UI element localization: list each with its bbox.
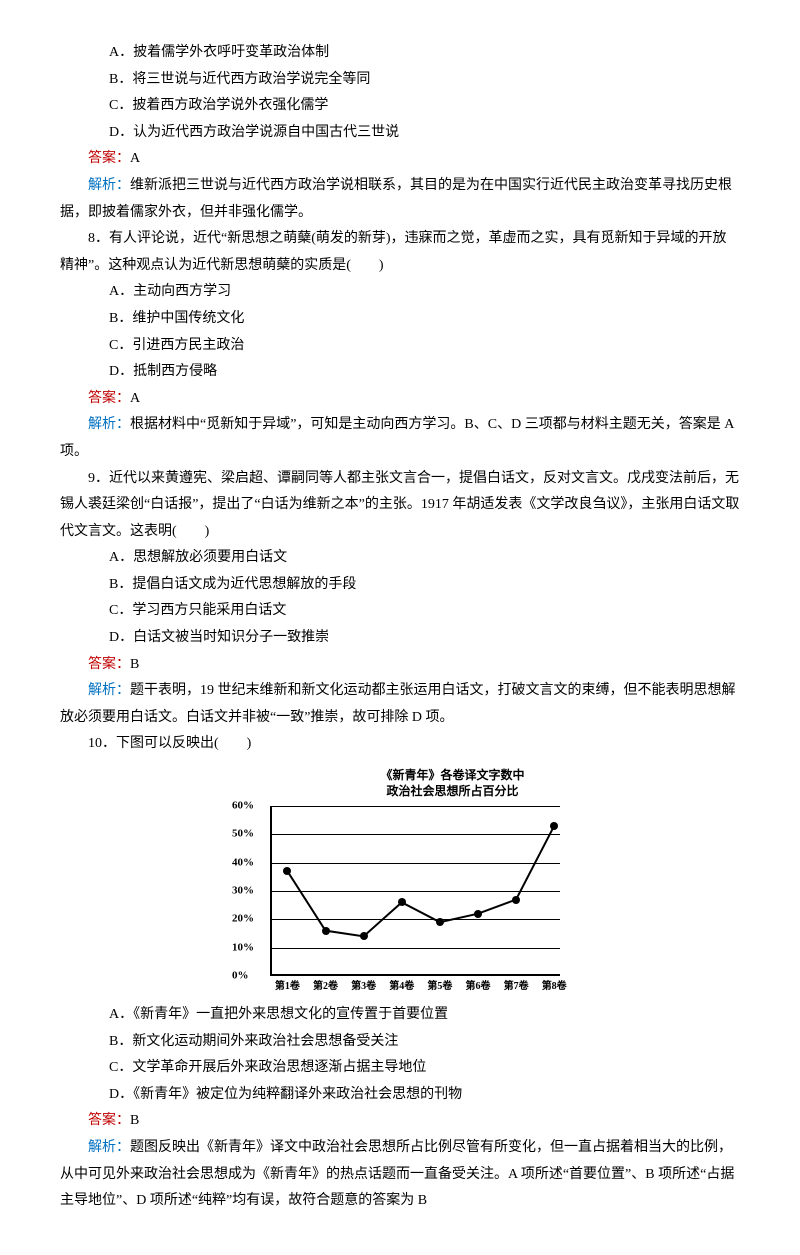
chart-data-point xyxy=(436,918,444,926)
q7-answer-label: 答案： xyxy=(88,151,130,166)
q7-option-d: D．认为近代西方政治学说源自中国古代三世说 xyxy=(60,120,740,147)
q10-exp-label: 解析： xyxy=(88,1140,130,1155)
chart-data-point xyxy=(360,932,368,940)
q10-chart-wrap: 《新青年》各卷译文字数中 政治社会思想所占百分比 0% 10% 20% 30% 40% 5… xyxy=(60,758,740,1002)
chart-y-tick-label: 0% xyxy=(232,966,249,987)
q10-option-d: D．《新青年》被定位为纯粹翻译外来政治社会思想的刊物 xyxy=(60,1082,740,1109)
q7-answer-value: A xyxy=(130,151,140,166)
q9-option-a: A．思想解放必须要用白话文 xyxy=(60,545,740,572)
q8-stem: 8．有人评论说，近代“新思想之萌蘖(萌发的新芽)，违寐而之觉，革虚而之实，具有觅… xyxy=(60,226,740,279)
chart-x-tick-label: 第3卷 xyxy=(351,977,376,996)
q8-answer-label: 答案： xyxy=(88,391,130,406)
q9-option-d: D．白话文被当时知识分子一致推崇 xyxy=(60,625,740,652)
chart-x-tick-label: 第8卷 xyxy=(542,977,567,996)
q10-option-c: C．文学革命开展后外来政治思想逐渐占据主导地位 xyxy=(60,1055,740,1082)
q7-explanation: 解析：维新派把三世说与近代西方政治学说相联系，其目的是为在中国实行近代民主政治变… xyxy=(60,173,740,226)
q9-option-c: C．学习西方只能采用白话文 xyxy=(60,598,740,625)
chart-title: 《新青年》各卷译文字数中 政治社会思想所占百分比 xyxy=(335,768,570,799)
chart-line xyxy=(287,826,554,937)
q8-option-c: C．引进西方民主政治 xyxy=(60,333,740,360)
q9-explanation: 解析：题干表明，19 世纪末维新和新文化运动都主张运用白话文，打破文言文的束缚，… xyxy=(60,678,740,731)
chart-y-tick-label: 50% xyxy=(232,824,254,845)
chart-line-svg xyxy=(270,806,560,976)
chart-x-tick-label: 第4卷 xyxy=(389,977,414,996)
q8-exp-text: 根据材料中“觅新知于异域”，可知是主动向西方学习。B、C、D 三项都与材料主题无… xyxy=(60,417,734,459)
chart-data-point xyxy=(398,898,406,906)
q10-explanation: 解析：题图反映出《新青年》译文中政治社会思想所占比例尽管有所变化，但一直占据着相… xyxy=(60,1135,740,1215)
q7-option-a: A．披着儒学外衣呼吁变革政治体制 xyxy=(60,40,740,67)
chart-x-tick-label: 第2卷 xyxy=(313,977,338,996)
chart-y-tick-label: 10% xyxy=(232,937,254,958)
q10-answer-value: B xyxy=(130,1113,139,1128)
q7-exp-label: 解析： xyxy=(88,178,130,193)
q9-exp-text: 题干表明，19 世纪末维新和新文化运动都主张运用白话文，打破文言文的束缚，但不能… xyxy=(60,683,736,725)
q10-answer: 答案：B xyxy=(60,1108,740,1135)
q10-answer-label: 答案： xyxy=(88,1113,130,1128)
chart-x-tick-label: 第6卷 xyxy=(465,977,490,996)
q9-exp-label: 解析： xyxy=(88,683,130,698)
q10-option-b: B．新文化运动期间外来政治社会思想备受关注 xyxy=(60,1029,740,1056)
q9-option-b: B．提倡白话文成为近代思想解放的手段 xyxy=(60,572,740,599)
chart-x-tick-label: 第7卷 xyxy=(504,977,529,996)
q8-option-a: A．主动向西方学习 xyxy=(60,279,740,306)
q7-answer: 答案：A xyxy=(60,146,740,173)
q10-option-a: A．《新青年》一直把外来思想文化的宣传置于首要位置 xyxy=(60,1002,740,1029)
chart-x-tick-label: 第1卷 xyxy=(275,977,300,996)
q9-answer: 答案：B xyxy=(60,652,740,679)
chart-y-tick-label: 20% xyxy=(232,909,254,930)
chart-data-point xyxy=(322,927,330,935)
q7-exp-text: 维新派把三世说与近代西方政治学说相联系，其目的是为在中国实行近代民主政治变革寻找… xyxy=(60,178,732,220)
q10-exp-text: 题图反映出《新青年》译文中政治社会思想所占比例尽管有所变化，但一直占据着相当大的… xyxy=(60,1140,734,1208)
q8-answer: 答案：A xyxy=(60,386,740,413)
q7-option-c: C．披着西方政治学说外衣强化儒学 xyxy=(60,93,740,120)
chart-y-tick-label: 30% xyxy=(232,881,254,902)
chart-x-tick-label: 第5卷 xyxy=(427,977,452,996)
chart-y-tick-label: 40% xyxy=(232,852,254,873)
q8-option-b: B．维护中国传统文化 xyxy=(60,306,740,333)
q9-answer-label: 答案： xyxy=(88,657,130,672)
chart-data-point xyxy=(550,822,558,830)
q9-answer-value: B xyxy=(130,657,139,672)
q10-chart: 《新青年》各卷译文字数中 政治社会思想所占百分比 0% 10% 20% 30% 40% 5… xyxy=(230,766,570,996)
q8-answer-value: A xyxy=(130,391,140,406)
q8-option-d: D．抵制西方侵略 xyxy=(60,359,740,386)
chart-data-point xyxy=(474,910,482,918)
chart-data-point xyxy=(512,896,520,904)
q7-option-b: B．将三世说与近代西方政治学说完全等同 xyxy=(60,67,740,94)
q8-exp-label: 解析： xyxy=(88,417,130,432)
q9-stem: 9．近代以来黄遵宪、梁启超、谭嗣同等人都主张文言合一，提倡白话文，反对文言文。戊… xyxy=(60,466,740,546)
q10-stem: 10．下图可以反映出( ) xyxy=(60,731,740,758)
chart-plot-area xyxy=(270,806,560,976)
chart-y-tick-label: 60% xyxy=(232,796,254,817)
q8-explanation: 解析：根据材料中“觅新知于异域”，可知是主动向西方学习。B、C、D 三项都与材料… xyxy=(60,412,740,465)
chart-data-point xyxy=(283,867,291,875)
